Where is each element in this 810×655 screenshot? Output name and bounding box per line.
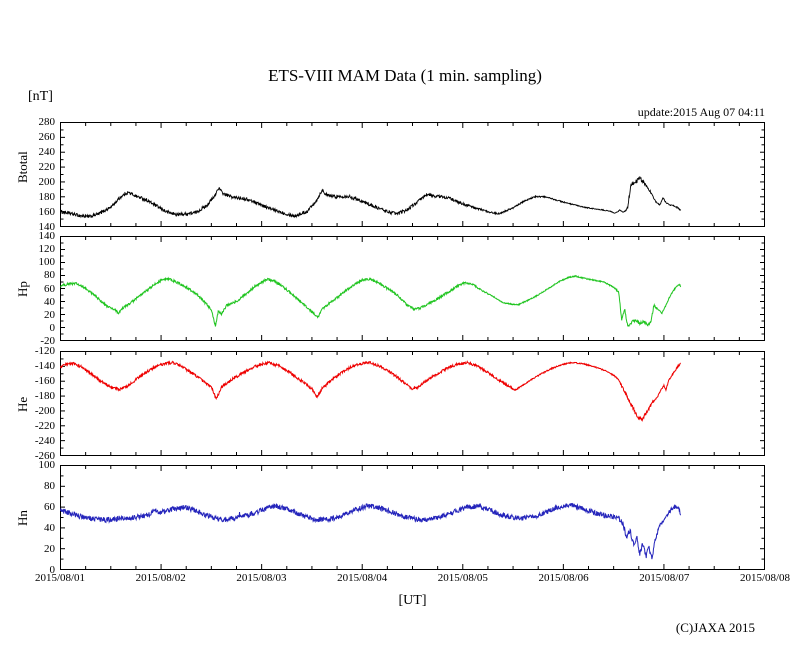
y-unit-label: [nT] [28, 89, 53, 104]
y-tick-label: 40 [44, 295, 55, 308]
y-tick-label: 240 [38, 146, 56, 158]
data-trace-hn [60, 502, 682, 560]
x-tick-label: 2015/08/01 [34, 572, 86, 584]
y-tick-label: -220 [34, 420, 55, 432]
y-tick-label: 220 [38, 161, 56, 173]
y-tick-label: 20 [44, 308, 55, 321]
y-tick-label: 40 [44, 522, 55, 534]
y-tick-label: 160 [38, 206, 56, 218]
y-tick-label: 200 [38, 176, 56, 188]
panel-plot-hp [60, 236, 765, 341]
y-tick-label: 80 [44, 269, 55, 282]
panel-border [60, 236, 765, 341]
y-tick-label: 80 [44, 480, 55, 492]
y-tick-label: -180 [34, 390, 55, 402]
y-tick-label: -160 [34, 375, 55, 387]
data-trace-hp [60, 274, 682, 328]
data-trace-he [60, 360, 681, 423]
x-tick-label: 2015/08/08 [739, 572, 791, 584]
y-tick-label: 0 [49, 564, 56, 576]
y-tick-label: 0 [49, 321, 56, 334]
copyright-label: (C)JAXA 2015 [675, 620, 755, 635]
y-tick-label: -20 [40, 335, 55, 347]
y-tick-label: -240 [34, 435, 55, 447]
y-tick-label: 140 [38, 221, 56, 233]
y-tick-label: 60 [44, 282, 55, 295]
y-tick-label: -140 [34, 360, 55, 372]
panel-plot-hn [60, 465, 765, 570]
x-tick-label: 2015/08/05 [437, 572, 488, 584]
x-tick-label: 2015/08/06 [538, 572, 589, 584]
panel-border [60, 351, 765, 456]
y-tick-label: 100 [38, 256, 56, 269]
y-tick-label: 60 [44, 501, 55, 513]
x-axis-title: [UT] [398, 593, 427, 608]
x-tick-label: 2015/08/03 [236, 572, 287, 584]
panel-plot-btotal [60, 122, 765, 227]
x-tick-label: 2015/08/02 [135, 572, 186, 584]
y-tick-label: 260 [38, 131, 56, 143]
y-tick-label: 20 [44, 543, 55, 555]
y-tick-label: -260 [34, 450, 55, 462]
y-tick-label: -120 [34, 345, 55, 357]
update-timestamp: update:2015 Aug 07 04:11 [637, 105, 765, 119]
panel-border [60, 465, 765, 570]
data-trace-btotal [60, 176, 682, 219]
chart-title: ETS-VIII MAM Data (1 min. sampling) [268, 66, 542, 85]
y-tick-label: -200 [34, 405, 55, 417]
y-tick-label: 120 [38, 243, 56, 256]
panel-border [60, 122, 765, 227]
panel-plot-he [60, 351, 765, 456]
x-tick-label: 2015/08/04 [337, 572, 388, 584]
x-tick-label: 2015/08/07 [639, 572, 690, 584]
y-tick-label: 100 [38, 459, 56, 471]
y-tick-label: 180 [38, 191, 56, 203]
y-tick-label: 140 [38, 230, 56, 242]
y-tick-label: 280 [38, 116, 56, 128]
